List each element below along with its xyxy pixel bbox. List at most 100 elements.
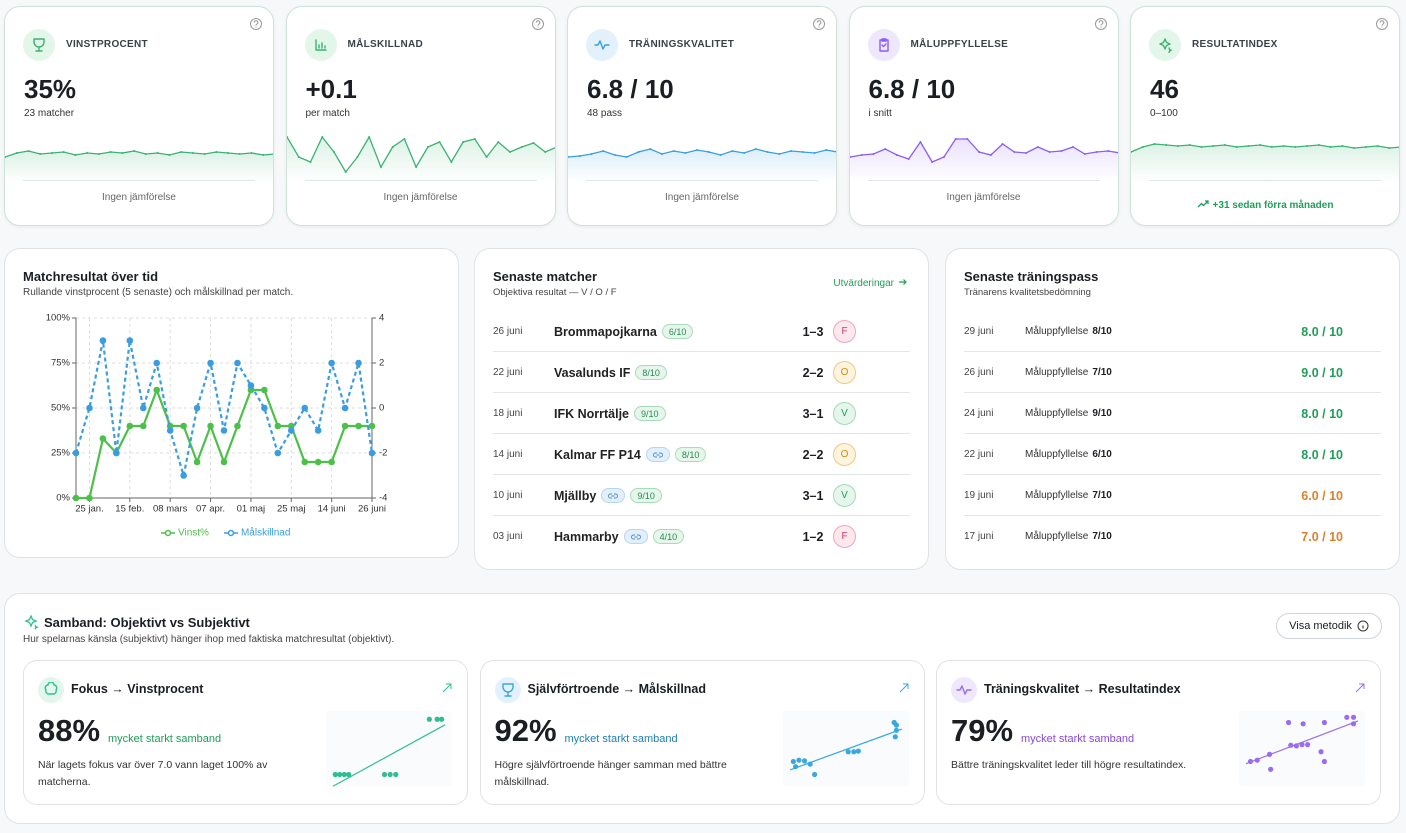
item-strength: mycket starkt samband [1021,733,1135,745]
spark-dot [1317,144,1320,146]
help-dot [536,26,539,28]
item-desc: Högre självförtroende hänger samman med … [494,759,727,788]
kpi-value: 6.8 / 10 [868,74,956,104]
match-score: 1–3 [802,324,824,339]
scatter-point [893,722,899,728]
link-badge [601,488,626,503]
spark-dot [1341,145,1344,147]
scatter-point [893,727,899,733]
spark-dot [907,158,910,160]
spark-dot [1212,145,1215,147]
legend-label: Vinst% [178,528,209,539]
spark-dot [1223,144,1226,146]
spark-dot [942,156,945,158]
icon [1149,29,1181,61]
match-date: 18 juni [493,408,523,419]
icon [304,29,337,61]
divider [1149,180,1381,181]
point [153,386,161,394]
matches-card: Senaste matcher Objektiva resultat — V / … [474,248,929,570]
divider [493,515,910,516]
training-goal: 7/10 [1092,490,1112,501]
match-opponent: Brommapojkarna [554,324,657,339]
help-icon [813,18,825,30]
spark-dot [215,151,218,153]
correlation-item: Självförtroende → Målskillnad 92% mycket s… [479,660,925,805]
training-goal: 6/10 [1092,449,1112,460]
evaluations-link-text: Utvärderingar [833,278,894,289]
icon-path [501,683,514,697]
item-title: Träningskvalitet → Resultatindex [984,682,1181,696]
point [247,382,255,389]
point [139,404,147,412]
spark-dot [191,152,194,154]
x-tick-label: 14 juni [318,504,346,515]
training-card: Senaste träningspass Tränarens kvalitetsb… [945,248,1400,570]
spark-dot [649,148,652,150]
spark-dot [297,156,300,158]
kpi-label: TRÄNINGSKVALITET [629,39,735,50]
help-circle [1094,18,1107,30]
icon [867,29,900,61]
training-score: 6.0 / 10 [1301,488,1343,503]
match-score: 2–2 [802,365,824,380]
expand-path [899,683,908,693]
kpi-card: TRÄNINGSKVALITET 6.8 / 10 48 pass Ingen jäm… [567,6,837,226]
spark-dot [930,161,933,163]
x-tick-label: 07 apr. [196,504,225,515]
item-title: Självförtroende → Målskillnad [527,682,707,696]
link-path [608,493,619,498]
spark-dot [625,156,628,158]
training-label: Måluppfyllelse [1025,367,1089,378]
training-date: 17 juni [964,531,994,542]
match-opponent: Hammarby [554,529,619,544]
spark-dot [97,153,100,155]
x-tick-label: 01 maj [237,504,266,515]
scatter-point [1293,743,1299,749]
trend-line [332,724,446,787]
spark-dot [1247,145,1250,147]
point [341,404,349,412]
scatter-point [1285,719,1292,726]
point [261,386,268,394]
y2-tick-label: -4 [379,493,387,504]
trend-icon [1197,200,1209,208]
divider [493,392,910,393]
help-glyph [1098,20,1103,26]
kpi-label: VINSTPROCENT [66,39,148,50]
link-badge [645,447,670,462]
point [139,422,147,430]
kpi-card: MÅLUPPFYLLELSE 6.8 / 10 i snitt Ingen jämfö… [848,6,1119,226]
spark-dot [883,148,886,150]
item-pct: 92% [494,713,557,748]
divider [964,351,1381,352]
link-path [630,534,641,539]
match-row: 03 juni Hammarby 4/10 1–2 F [493,516,910,557]
point [220,458,228,466]
rating-badge: 4/10 [652,529,685,544]
training-row: 26 juni Måluppfyllelse 7/10 9.0 / 10 [964,352,1381,393]
sparkle-icon [24,614,39,630]
help-icon [1094,18,1107,30]
matches-title: Senaste matcher [493,269,598,284]
icon-glyph [501,683,514,697]
spark-dot [696,149,699,151]
training-goal: 9/10 [1092,408,1112,419]
scatter-point [795,757,802,763]
spark-dot [15,152,18,154]
spark-area [1131,144,1399,182]
spark-dot [1282,145,1285,147]
rating-badge: 8/10 [674,447,707,462]
chart-subtitle: Rullande vinstprocent (5 senaste) och må… [23,287,294,298]
spark-dot [637,151,640,153]
training-row: 19 juni Måluppfyllelse 7/10 6.0 / 10 [964,475,1381,516]
x-tick-label: 15 feb. [115,504,144,515]
training-date: 19 juni [964,490,994,501]
kpi-footer-text: +31 sedan förra månaden [1212,200,1334,211]
kpi-value: +0.1 [305,74,357,104]
methodology-button[interactable]: Visa metodik [1276,613,1382,639]
spark-dot [1270,146,1273,148]
evaluations-link[interactable]: Utvärderingar [833,278,908,289]
training-score: 8.0 / 10 [1301,324,1343,339]
spark-dot [344,171,347,173]
